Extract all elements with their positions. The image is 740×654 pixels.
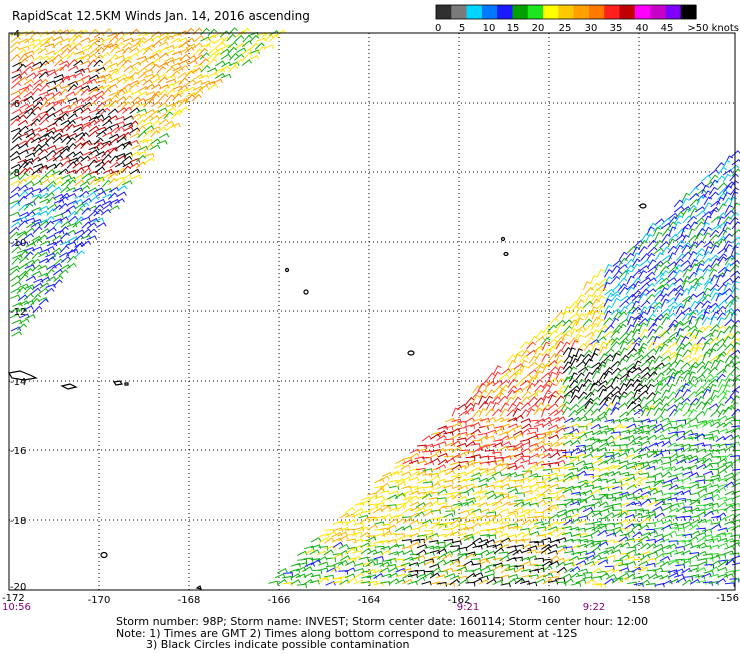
scale-label-40: 40 [636,23,649,34]
scale-label-30: 30 [585,23,598,34]
color-scale-segment [665,5,681,19]
scale-label-5: 5 [459,23,465,34]
lat-label-16: -16 [10,446,26,457]
lon-label-170: -170 [88,595,111,606]
lon-label-168: -168 [178,595,201,606]
scale-label-max: >50 knots [687,23,739,34]
scale-label-0: 0 [435,23,441,34]
lat-label-6: -6 [10,99,20,110]
lat-label-12: -12 [10,307,26,318]
time-label-right: 9:22 [583,602,605,613]
lon-label-164: -164 [358,595,381,606]
color-scale-segment [451,5,467,19]
scale-label-25: 25 [559,23,572,34]
scale-label-45: 45 [661,23,674,34]
lon-label-158: -158 [628,595,651,606]
color-scale-segment [650,5,666,19]
map-title: RapidScat 12.5KM Winds Jan. 14, 2016 asc… [12,9,310,23]
color-scale-segment [482,5,498,19]
color-scale-segment [604,5,620,19]
color-scale-segment [543,5,559,19]
lat-label-8: -8 [10,168,20,179]
scale-label-10: 10 [483,23,496,34]
wind-speed-color-scale [436,5,697,19]
lat-label-10: -10 [10,238,26,249]
color-scale-segment [558,5,574,19]
scale-label-35: 35 [610,23,623,34]
scale-label-20: 20 [532,23,545,34]
color-scale-segment [528,5,544,19]
time-label-middle: 9:21 [457,602,479,613]
color-scale-segment [512,5,528,19]
color-scale-segment [574,5,590,19]
lon-label-160: -160 [538,595,561,606]
lat-label-18: -18 [10,516,26,527]
color-scale-segment [467,5,483,19]
lat-label-20: -20 [10,582,26,593]
scale-label-15: 15 [507,23,520,34]
color-scale-segment [589,5,605,19]
lon-label-156: -156 [716,593,739,604]
time-label-left: 10:56 [2,602,31,613]
contamination-note-line: 3) Black Circles indicate possible conta… [146,638,410,650]
color-scale-segment [497,5,513,19]
color-scale-segment [681,5,697,19]
lat-label-14: -14 [10,377,26,388]
color-scale-segment [635,5,651,19]
lon-label-166: -166 [268,595,291,606]
color-scale-segment [620,5,636,19]
lat-label-4: -4 [10,29,20,40]
color-scale-segment [436,5,452,19]
